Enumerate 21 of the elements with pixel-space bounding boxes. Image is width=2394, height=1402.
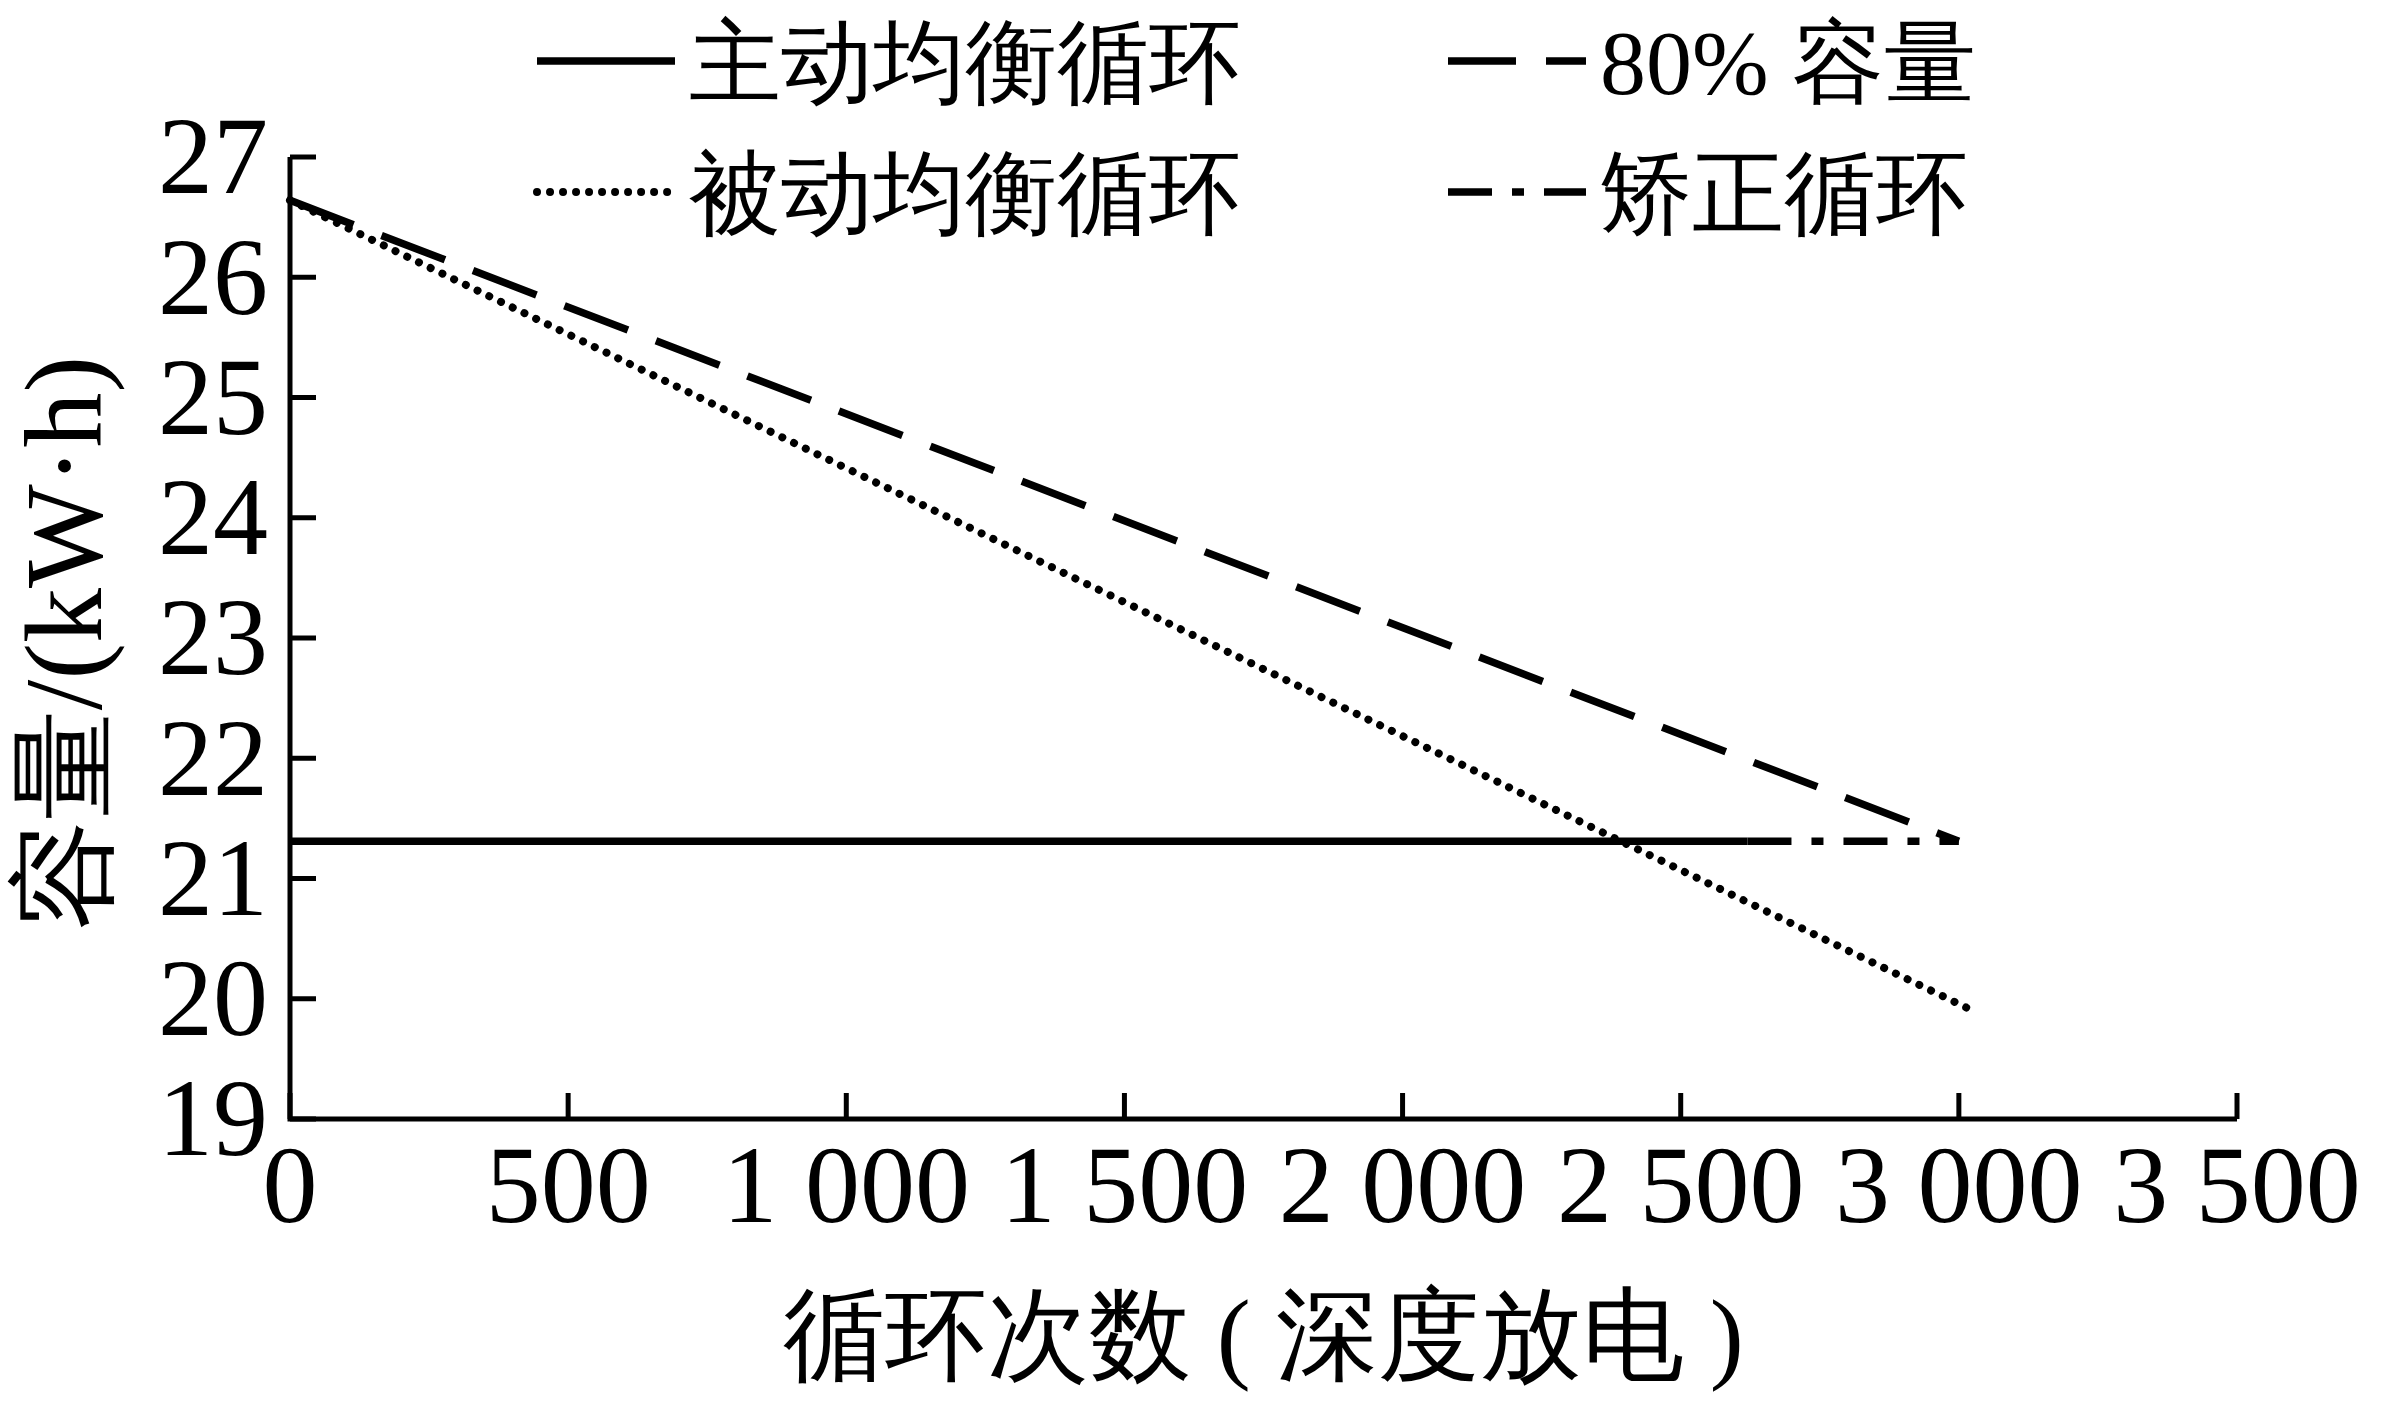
x-tick-label: 500 [485,1124,651,1246]
legend-label: 被动均衡循环 [689,143,1241,246]
y-tick-label: 24 [158,456,268,579]
y-tick-label: 27 [158,95,268,218]
x-axis-title: 循环次数 ( 深度放电 ) [783,1279,1744,1392]
y-tick-label: 21 [158,816,268,939]
x-tick-label: 3 000 [1835,1124,2083,1246]
legend-label: 主动均衡循环 [689,12,1241,115]
x-tick-label: 1 000 [722,1124,971,1246]
y-tick-label: 23 [158,576,268,699]
legend-label: 80% 容量 [1600,12,1976,115]
y-tick-label: 25 [158,335,268,458]
y-axis-title: 容量/(kW·h) [2,355,125,931]
x-tick-label: 1 500 [1000,1124,1249,1246]
y-tick-label: 20 [158,937,268,1060]
y-tick-label: 26 [158,215,268,338]
x-tick-label: 2 500 [1556,1124,1805,1246]
legend-label: 矫正循环 [1600,143,1968,246]
x-tick-label: 3 500 [2113,1124,2361,1246]
y-tick-label: 22 [158,696,268,819]
x-tick-label: 2 000 [1278,1124,1527,1246]
